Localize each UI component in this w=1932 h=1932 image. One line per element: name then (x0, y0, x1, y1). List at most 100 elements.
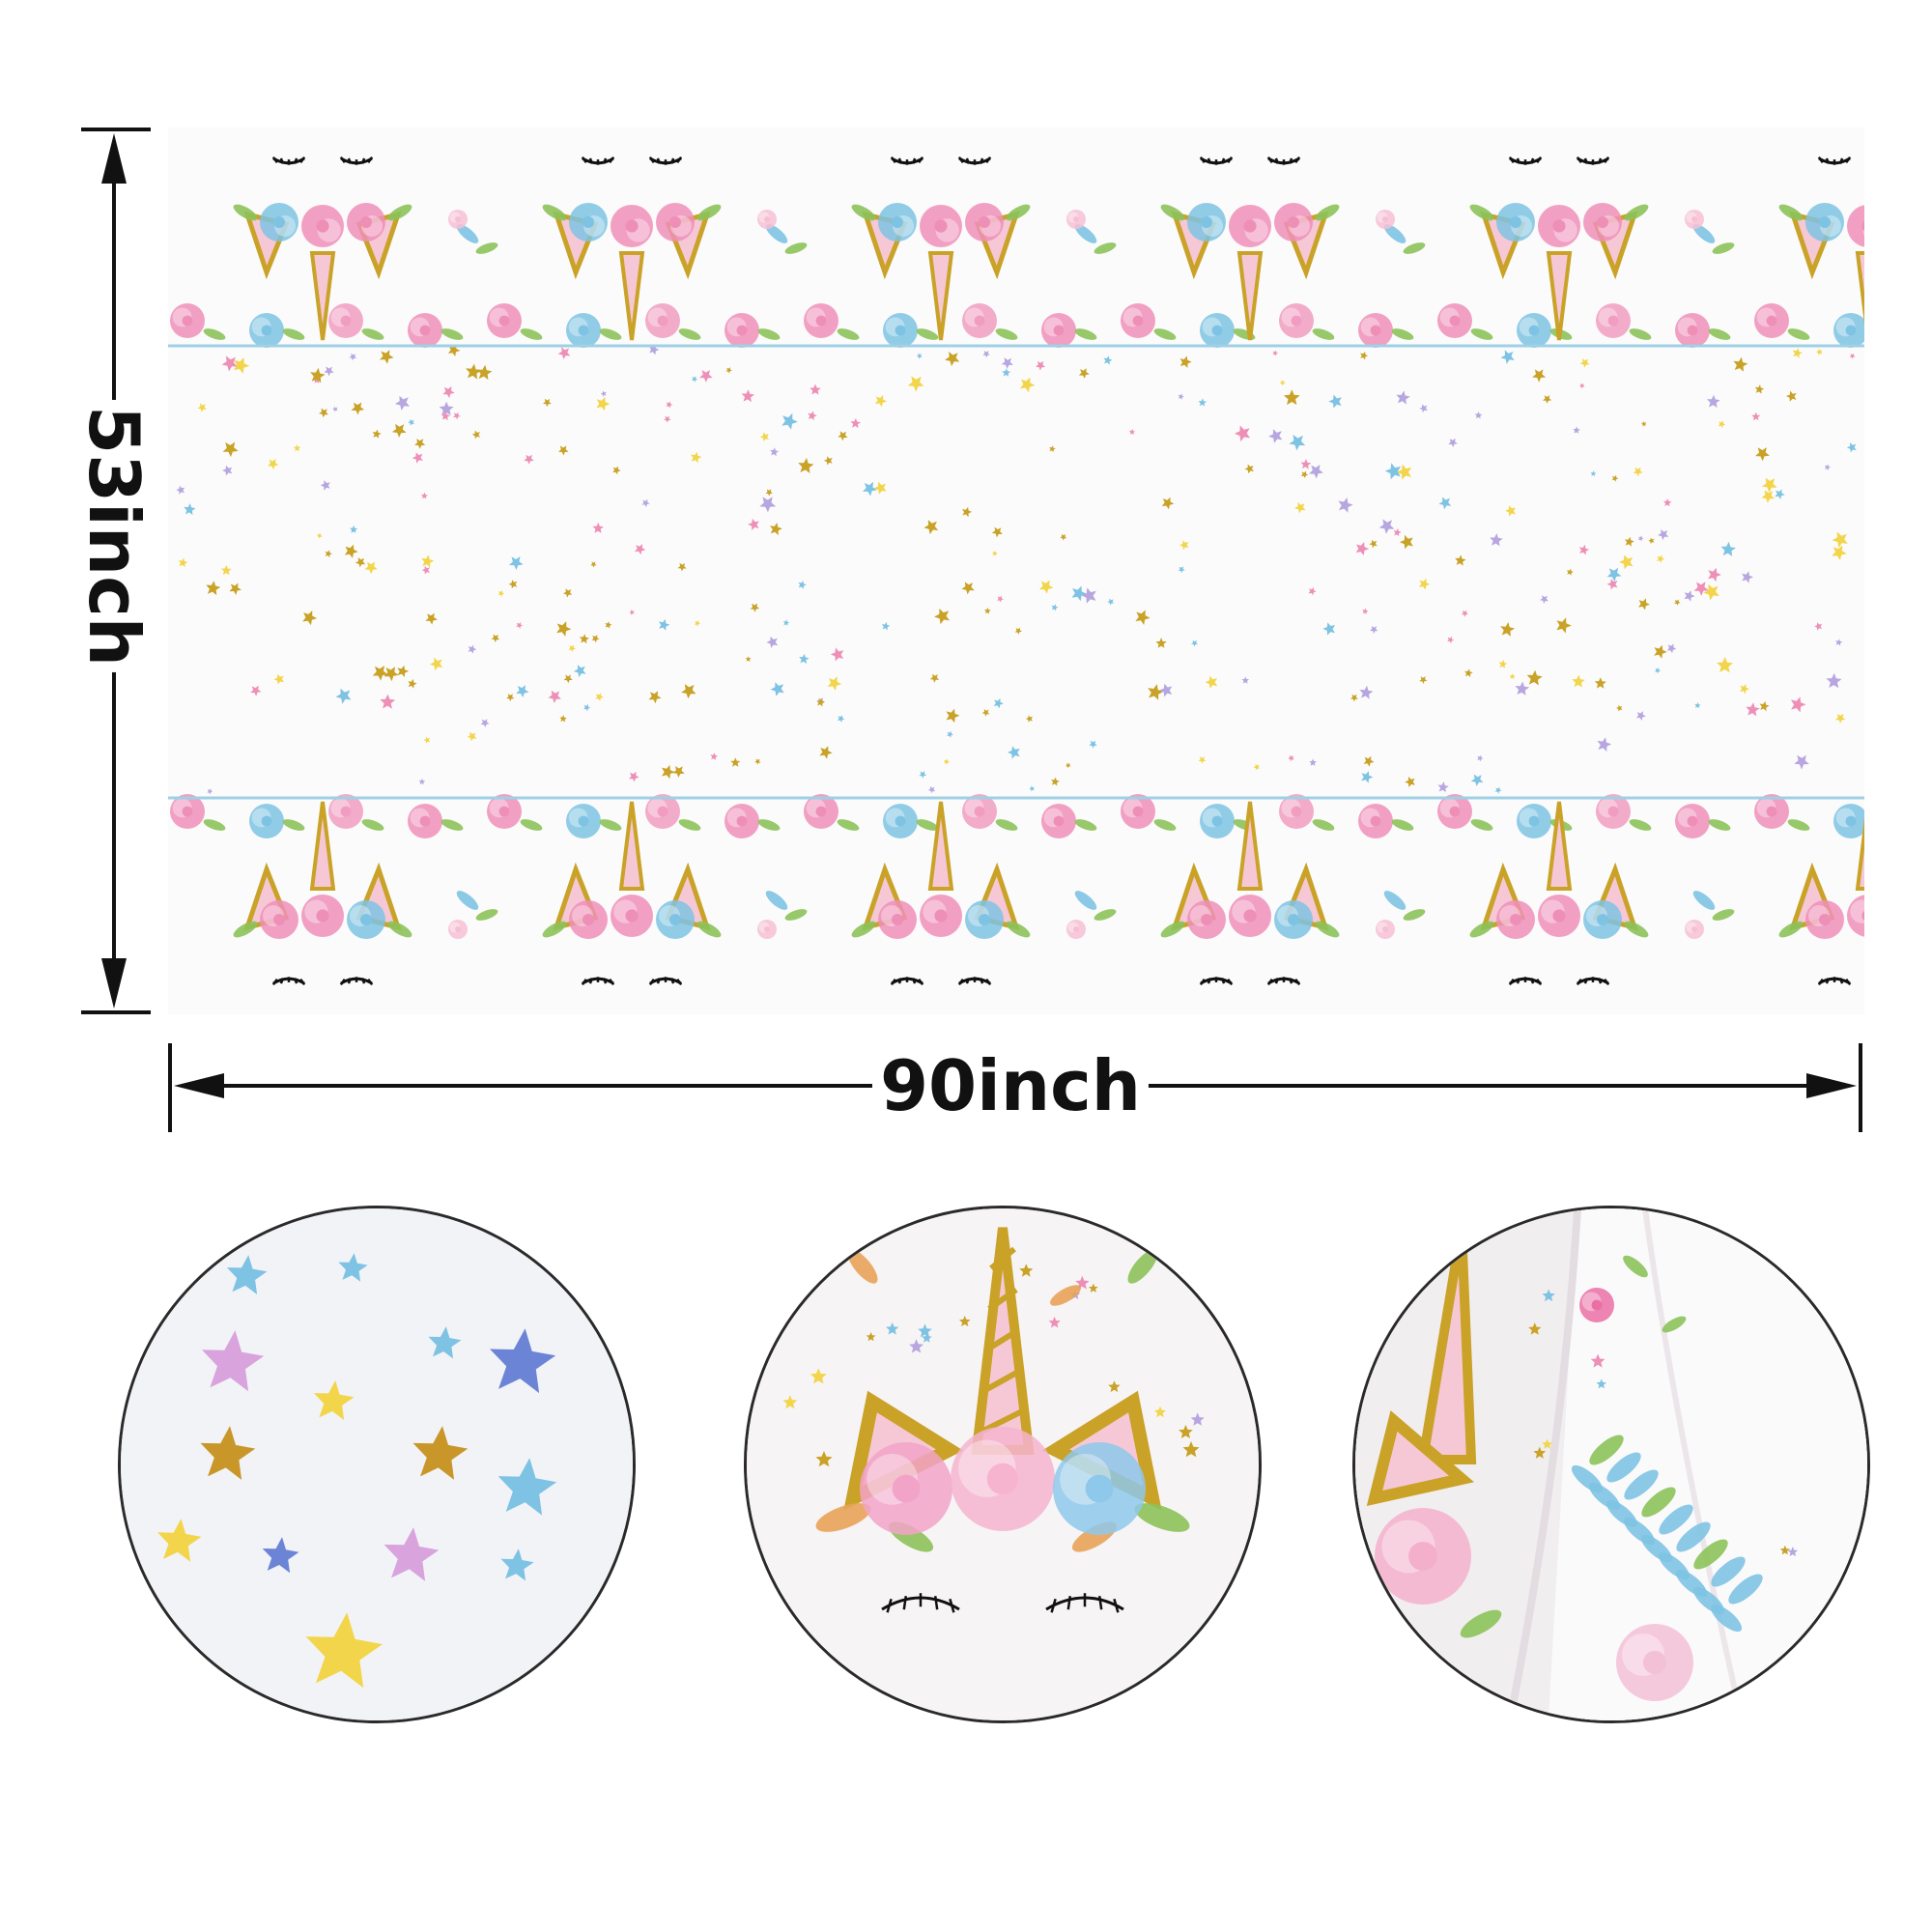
closeup-star (490, 1328, 556, 1394)
pattern-star (391, 423, 407, 438)
pattern-star (351, 402, 365, 415)
pattern-star (1638, 598, 1650, 611)
pattern-star (1515, 681, 1530, 696)
rose-flower (920, 205, 962, 247)
rose-flower (249, 804, 284, 838)
pattern-star (1418, 578, 1431, 590)
pattern-star (1448, 438, 1458, 448)
pattern-star (766, 636, 779, 648)
rose-flower (170, 303, 205, 338)
pattern-star (1065, 762, 1071, 769)
rose-flower (1685, 210, 1704, 229)
pattern-star (1014, 627, 1022, 635)
closeup-star (384, 1527, 440, 1581)
rose-flower (1121, 303, 1155, 338)
pattern-star (819, 746, 833, 759)
pattern-star (1590, 470, 1597, 477)
pattern-star (1474, 412, 1483, 419)
pattern-star (412, 452, 423, 464)
pattern-star (1824, 464, 1831, 470)
pattern-star (590, 561, 597, 568)
rose-flower (170, 794, 205, 829)
rose-flower (566, 313, 601, 348)
pattern-star (916, 353, 923, 359)
rose-flower (724, 313, 759, 348)
pattern-star (770, 447, 780, 457)
pattern-star (672, 766, 685, 778)
rose-flower (962, 794, 997, 829)
rose-flower (1675, 313, 1710, 348)
pattern-star (442, 385, 455, 399)
pattern-star (1703, 583, 1719, 601)
rose-flower (878, 203, 917, 242)
closeup-star (338, 1253, 368, 1282)
pattern-star (1846, 442, 1857, 453)
pattern-star (1419, 676, 1428, 684)
rose-flower (487, 303, 522, 338)
rose-flower (1041, 804, 1076, 838)
closeup-star (201, 1330, 265, 1392)
rose-flower (1538, 205, 1580, 247)
closeup-star (815, 1451, 833, 1467)
pattern-star (408, 418, 414, 426)
pattern-star (1007, 746, 1020, 759)
rose-flower (1833, 804, 1864, 838)
pattern-star (1359, 685, 1374, 699)
pattern-star (468, 644, 477, 654)
pattern-star (798, 457, 814, 473)
rose-flower (757, 920, 777, 939)
rose-flower (1187, 900, 1226, 939)
pattern-star (1635, 711, 1646, 721)
rose-flower (1358, 804, 1393, 838)
rose-flower (1200, 313, 1235, 348)
pattern-star (1378, 519, 1395, 534)
rose-flower (1229, 205, 1271, 247)
rose-flower (1496, 900, 1535, 939)
closeup-star (918, 1323, 932, 1338)
pattern-star (1826, 672, 1842, 689)
pattern-star (491, 634, 500, 642)
pattern-star (1742, 571, 1753, 583)
rose-flower (1847, 895, 1864, 937)
pattern-star (476, 364, 493, 381)
closeup-star (1787, 1547, 1799, 1557)
unicorn-face-motif (233, 156, 412, 341)
unicorn-face-motif (542, 801, 722, 986)
pattern-star (745, 656, 752, 662)
pattern-star (429, 657, 443, 671)
pattern-star (648, 691, 662, 704)
pattern-star (1396, 390, 1410, 405)
pattern-star (1399, 534, 1413, 550)
pattern-star (408, 678, 417, 689)
rose-flower (260, 900, 298, 939)
rose-flower (656, 203, 695, 242)
pattern-star (591, 635, 600, 643)
pattern-star (1754, 384, 1765, 394)
pattern-star (1606, 567, 1622, 582)
pattern-star (384, 667, 399, 682)
pattern-star (1751, 412, 1761, 421)
pattern-star (881, 621, 891, 631)
pattern-star (1556, 617, 1572, 634)
rose-flower (878, 900, 917, 939)
pattern-star (380, 350, 394, 364)
unicorn-face-motif (1469, 801, 1649, 986)
rose-flower (1754, 794, 1789, 829)
pattern-star (628, 771, 639, 782)
rose-flower (1376, 920, 1395, 939)
pattern-star (1078, 368, 1090, 379)
pattern-star (1103, 355, 1113, 365)
rose-flower (1041, 313, 1076, 348)
rose-flower (611, 895, 653, 937)
pattern-star (874, 395, 887, 408)
pattern-star (1081, 587, 1096, 604)
pattern-star (827, 676, 842, 691)
pattern-star (934, 608, 950, 625)
closeup-star (1533, 1446, 1547, 1459)
pattern-star (1283, 389, 1300, 406)
pattern-star (662, 764, 675, 780)
pattern-star (1362, 608, 1369, 614)
closeup-star (1019, 1264, 1034, 1277)
pattern-star (1718, 420, 1726, 429)
pattern-star (1179, 540, 1189, 551)
